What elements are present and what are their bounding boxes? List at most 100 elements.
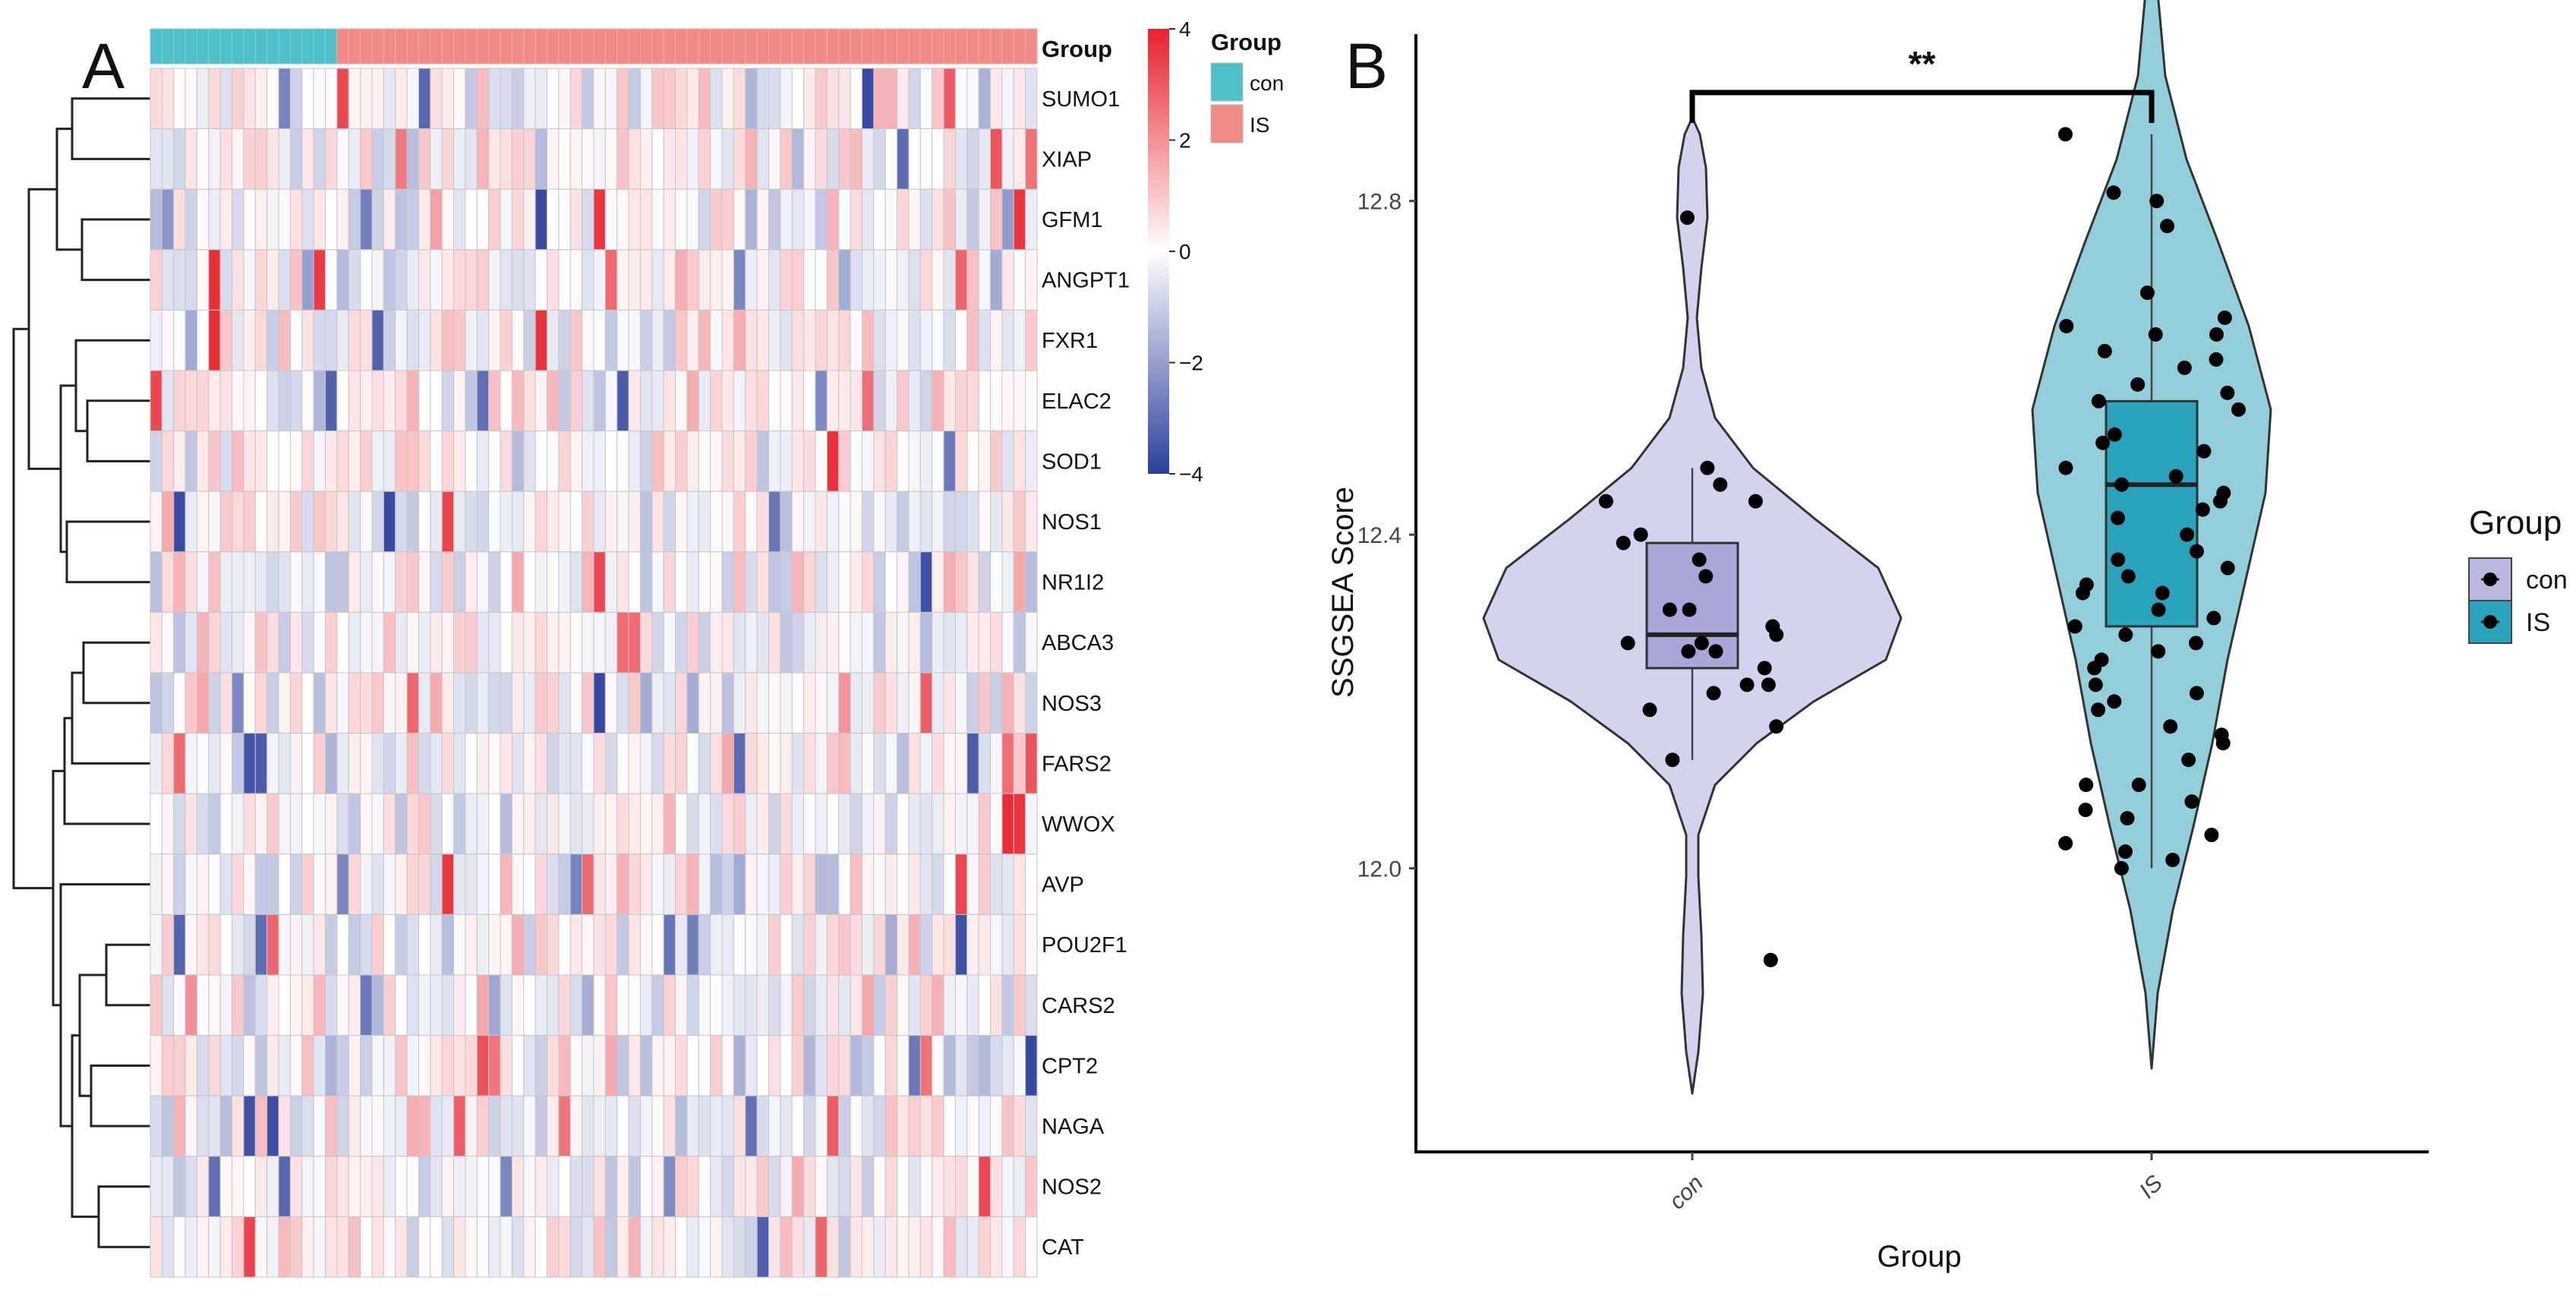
heatmap-cell: [908, 974, 921, 1036]
heatmap-cell: [1025, 1035, 1038, 1096]
heatmap-cell: [943, 309, 956, 371]
heatmap-cell: [441, 249, 455, 311]
heatmap-cell: [1001, 733, 1014, 794]
heatmap-cell: [558, 128, 571, 190]
heatmap-cell: [511, 672, 525, 734]
heatmap-cell: [639, 913, 653, 976]
heatmap-cell: [919, 309, 933, 371]
heatmap-cell: [768, 491, 781, 553]
heatmap-cell: [360, 793, 373, 855]
heatmap-cell: [628, 672, 641, 734]
heatmap-cell: [698, 551, 711, 613]
data-point: [2079, 778, 2094, 793]
group-track-cell: [196, 28, 210, 65]
heatmap-cell: [208, 793, 221, 855]
heatmap-cell: [476, 491, 490, 553]
heatmap-cell: [604, 853, 618, 915]
heatmap-cell: [161, 249, 175, 311]
heatmap-cell: [791, 793, 805, 855]
heatmap-cell: [826, 793, 840, 855]
heatmap-cell: [523, 672, 536, 734]
heatmap-cell: [1013, 491, 1026, 553]
heatmap-cell: [184, 1156, 197, 1217]
heatmap-cell: [500, 611, 512, 674]
heatmap-cell: [990, 793, 1003, 855]
heatmap-cell: [710, 1216, 723, 1278]
heatmap-cell: [430, 1095, 443, 1157]
heatmap-cell: [243, 1156, 256, 1217]
heatmap-cell: [313, 1035, 326, 1096]
heatmap-cell: [453, 853, 466, 915]
heatmap-cell: [628, 733, 641, 794]
heatmap-cell: [593, 309, 606, 371]
heatmap-cell: [978, 370, 992, 432]
heatmap-cell: [604, 68, 618, 130]
heatmap-cell: [756, 551, 770, 613]
heatmap-cell: [1025, 1095, 1038, 1157]
heatmap-cell: [243, 188, 256, 251]
heatmap-cell: [990, 1156, 1003, 1217]
heatmap-cell: [1001, 793, 1014, 855]
heatmap-cell: [791, 672, 805, 734]
heatmap-cell: [488, 853, 501, 915]
heatmap-cell: [756, 1095, 770, 1157]
heatmap-cell: [721, 974, 734, 1036]
data-point: [2059, 318, 2074, 333]
data-point: [2180, 527, 2195, 542]
heatmap-cell: [908, 128, 921, 190]
heatmap-cell: [313, 309, 326, 371]
heatmap-cell: [173, 1216, 186, 1278]
heatmap-cell: [547, 611, 560, 674]
heatmap-cell: [325, 1216, 338, 1278]
data-point: [1642, 702, 1657, 718]
heatmap-cell: [943, 672, 956, 734]
heatmap-cell: [569, 913, 583, 976]
heatmap-cell: [348, 793, 361, 855]
heatmap-cell: [360, 249, 373, 311]
group-annotation-track: [150, 28, 1038, 65]
heatmap-cell: [208, 611, 221, 674]
heatmap-cell: [430, 1035, 443, 1096]
heatmap-cell: [360, 491, 373, 553]
heatmap-cell: [616, 188, 629, 251]
heatmap-cell: [651, 431, 664, 492]
heatmap-cell: [745, 1095, 758, 1157]
heatmap-cell: [360, 672, 373, 734]
heatmap-cell: [698, 431, 711, 492]
heatmap-cell: [569, 793, 583, 855]
heatmap-cell: [173, 1156, 186, 1217]
heatmap-cell: [161, 853, 175, 915]
heatmap-cell: [348, 370, 361, 432]
heatmap-cell: [884, 309, 898, 371]
gene-label: ANGPT1: [1042, 269, 1130, 293]
heatmap-cell: [582, 1156, 594, 1217]
heatmap-cell: [441, 551, 455, 613]
heatmap-cell: [884, 370, 898, 432]
heatmap-cell: [873, 491, 886, 553]
heatmap-cell: [395, 249, 408, 311]
heatmap-cell: [850, 249, 862, 311]
heatmap-cell: [511, 793, 525, 855]
heatmap-cell: [943, 68, 956, 130]
heatmap-cell: [254, 128, 268, 190]
heatmap-cell: [534, 672, 548, 734]
heatmap-cell: [1013, 249, 1026, 311]
heatmap-cell: [604, 431, 618, 492]
heatmap-cell: [476, 128, 490, 190]
heatmap-cell: [196, 551, 210, 613]
heatmap-cell: [453, 733, 466, 794]
gene-label: FARS2: [1042, 752, 1111, 776]
heatmap-cell: [336, 733, 349, 794]
heatmap-cell: [547, 370, 560, 432]
group-track-cell: [850, 28, 862, 65]
heatmap-cell: [884, 1095, 898, 1157]
heatmap-cell: [558, 913, 571, 976]
heatmap-cell: [639, 1156, 653, 1217]
heatmap-cell: [733, 611, 746, 674]
heatmap-cell: [966, 853, 979, 915]
heatmap-cell: [266, 793, 279, 855]
heatmap-cell: [289, 1035, 303, 1096]
heatmap-cell: [173, 370, 186, 432]
heatmap-cell: [756, 1035, 770, 1096]
heatmap-cell: [850, 611, 862, 674]
